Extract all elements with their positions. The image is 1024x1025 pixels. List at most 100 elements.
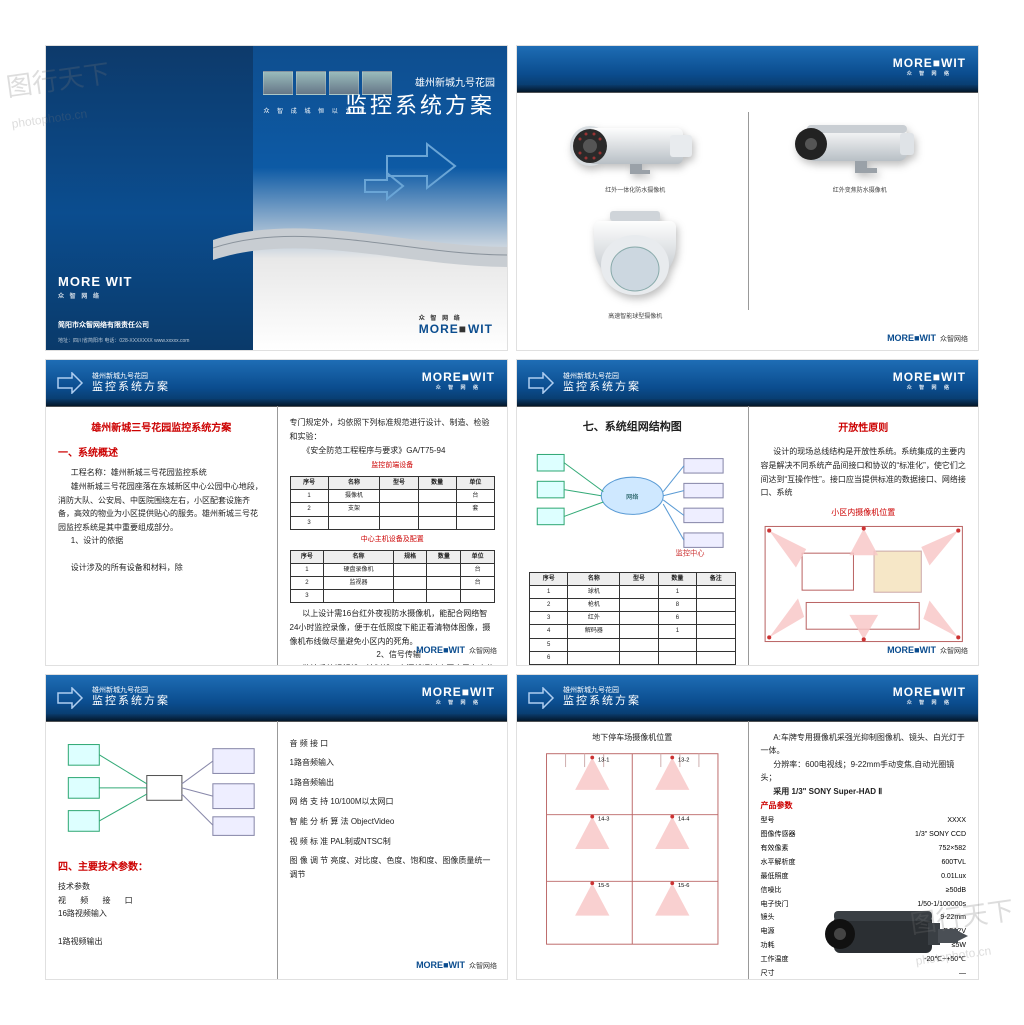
doc-title: 监控系统方案 [345,88,495,120]
floorplan-title: 地下停车场摄像机位置 [529,731,736,745]
swoosh-graphic [213,200,508,280]
doc-title: 雄州新城三号花园监控系统方案 [58,420,265,437]
camera-caption: 高速智能球型摄像机 [608,311,662,320]
page-techspec: 雄州新城九号花园监控系统方案 MORE■WIT众 智 网 络 四、主要技术参数：… [45,674,508,980]
column-divider [748,112,749,310]
paragraph: 雄州新城三号花园座落在东城新区中心公园中心地段，消防大队、公安局、中医院围绕左右… [58,480,265,534]
left-column: 七、系统组网结构图 网络 监控中心 序号 [517,406,748,664]
brand-sub: 众 智 网 络 [58,291,132,300]
svg-text:14-4: 14-4 [678,817,689,823]
spec-line: 16路视频输入 [58,907,265,921]
page-header: 雄州新城九号花园监控系统方案 MORE■WIT众 智 网 络 [517,675,978,721]
spec-line: 视 频 标 准 PAL制或NTSC制 [290,835,496,849]
project-line: 工程名称：雄州新城三号花园监控系统 [58,466,265,480]
page-header: MORE■WIT众 智 网 络 [517,46,978,92]
floorplan-title: 小区内摄像机位置 [761,506,967,520]
section-title: 一、系统概述 [58,445,265,462]
page-overview: 雄州新城九号花园 监控系统方案 MORE■WIT众 智 网 络 雄州新城三号花园… [45,359,508,665]
brand-footer-sub: 众 智 网 络 [419,313,493,322]
spec-line: 1路视频输出 [58,935,265,949]
spec-row: 信噪比≥50dB [761,884,967,898]
equipment-table-1: 序号名称型号数量单位1摄像机台2支架套3 [290,476,496,530]
footer-brand: MORE■WIT众智网络 [887,333,968,344]
spec-line: 音 频 接 口 [290,737,496,751]
page-network: 雄州新城九号花园监控系统方案 MORE■WIT众 智 网 络 七、系统组网结构图… [516,359,979,665]
left-column: 地下停车场摄像机位置 13-113-2 14- [517,721,748,979]
footer-brand: MORE■WIT众智网络 [416,643,497,658]
device-table: 序号名称型号数量备注1球机12枪机83红外64解码器156 [529,572,736,665]
arrow-icon [56,687,84,709]
spec-row: 图像传感器1/3" SONY CCD [761,828,967,842]
cover-left-panel: MORE WIT 众 智 网 络 简阳市众智网络有限责任公司 地址：四川省简阳市… [46,46,253,350]
page-parking: 雄州新城九号花园监控系统方案 MORE■WIT众 智 网 络 地下停车场摄像机位… [516,674,979,980]
svg-text:15-6: 15-6 [678,883,689,889]
camera-bullet-1: 红外一体化防水摄像机 [527,106,744,199]
spec-row: 最低照度0.01Lux [761,870,967,884]
arrow-icon [527,687,555,709]
section-title: 开放性原则 [761,420,967,437]
header-text: 雄州新城九号花园 监控系统方案 [92,373,170,395]
spec-line: 视 频 接 口 [58,894,265,908]
company-name: 简阳市众智网络有限责任公司 [58,320,149,330]
spec-row: 水平解析度600TVL [761,856,967,870]
page-header: 雄州新城九号花园 监控系统方案 MORE■WIT众 智 网 络 [46,360,507,406]
arrow-icon [527,372,555,394]
spec-line: 智 能 分 析 算 法 ObjectVideo [290,815,496,829]
section-title: 四、主要技术参数： [58,859,265,876]
paragraph: 设计涉及的所有设备和材料，除 [58,561,265,575]
svg-text:网络: 网络 [626,493,638,501]
svg-text:14-3: 14-3 [598,817,609,823]
footer-brand: MORE■WIT众智网络 [416,958,497,973]
diagram-caption: 监控中心 [676,549,705,558]
brand-logo: MORE WIT 众 智 网 络 [58,274,132,300]
camera-caption: 红外变焦防水摄像机 [833,185,887,194]
table-title: 中心主机设备及配置 [290,534,496,546]
spec-row: 型号XXXX [761,814,967,828]
header-brand: MORE■WIT众 智 网 络 [422,370,495,391]
paragraph: 监控系统视频线、控制线、电源线通过小区内已有电信管道进入监控中心 [290,662,496,666]
system-diagram [58,731,265,851]
equipment-table-2: 序号名称规格数量单位1硬盘录像机台2监视器台3 [290,550,496,604]
section-title: 七、系统组网结构图 [529,418,736,437]
project-name: 雄州新城九号花园 [415,74,495,89]
network-diagram: 网络 监控中心 [529,443,736,563]
svg-text:13-2: 13-2 [678,758,689,764]
left-column: 四、主要技术参数： 技术参数 视 频 接 口 16路视频输入 1路视频输出 [46,721,277,979]
right-column: 音 频 接 口1路音频输入1路音频输出网 络 支 持 10/100M以太网口智 … [277,721,508,979]
svg-text:13-1: 13-1 [598,758,609,764]
right-column: 专门规定外，均依照下列标准规范进行设计、制造、检验和实验： 《安全防范工程程序与… [277,406,508,664]
paragraph: 采用 1/3" SONY Super-HAD Ⅱ [761,785,967,799]
standard-ref: 《安全防范工程程序与要求》GA/T75-94 [290,444,496,458]
spec-line: 图 像 调 节 亮度、对比度、色度、饱和度、图像质量统一调节 [290,854,496,881]
lpr-camera [820,901,970,971]
page-products: MORE■WIT众 智 网 络 红外一体化防水摄像机 [516,45,979,351]
spec-line: 1路音频输入 [290,756,496,770]
page-header: 雄州新城九号花园监控系统方案 MORE■WIT众 智 网 络 [46,675,507,721]
spec-line: 1路音频输出 [290,776,496,790]
floorplan-diagram [761,519,967,649]
svg-text:15-5: 15-5 [598,883,609,889]
brand-footer: 众 智 网 络 MORE■WIT [419,313,493,336]
parking-floorplan: 13-1 13-2 14-3 14-4 15-5 15-6 [529,748,736,948]
page-header: 雄州新城九号花园监控系统方案 MORE■WIT众 智 网 络 [517,360,978,406]
camera-caption: 红外一体化防水摄像机 [605,185,665,194]
page-cover: MORE WIT 众 智 网 络 简阳市众智网络有限责任公司 地址：四川省简阳市… [45,45,508,351]
brand-name: MORE WIT [58,274,132,289]
paragraph: 设计的现场总线结构是开放性系统。系统集成的主要内容是解决不同系统产品间接口和协议… [761,445,967,499]
camera-dome: 高速智能球型摄像机 [527,207,744,320]
right-column: A:车牌专用摄像机采强光抑制图像机、镜头、白光灯于一体。 分辨率：600电视线；… [748,721,979,979]
paragraph: A:车牌专用摄像机采强光抑制图像机、镜头、白光灯于一体。 [761,731,967,758]
left-column: 雄州新城三号花园监控系统方案 一、系统概述 工程名称：雄州新城三号花园监控系统 … [46,406,277,664]
paragraph: 分辨率：600电视线；9-22mm手动变焦,自动光圈镜头； [761,758,967,785]
camera-bullet-2: 红外变焦防水摄像机 [752,106,969,199]
subheading: 1、设计的依据 [58,534,265,548]
table-title: 监控前端设备 [290,460,496,472]
footer-brand: MORE■WIT众智网络 [887,643,968,658]
company-address: 地址：四川省简阳市 电话：028-XXXXXXX www.xxxxx.com [58,338,189,345]
paragraph: 专门规定外，均依照下列标准规范进行设计、制造、检验和实验： [290,416,496,443]
brochure-grid: MORE WIT 众 智 网 络 简阳市众智网络有限责任公司 地址：四川省简阳市… [0,0,1024,1025]
spec-row: 有效像素752×582 [761,842,967,856]
header-brand: MORE■WIT众 智 网 络 [893,56,966,77]
arrow-icon [56,372,84,394]
product-params-title: 产品参数 [761,799,967,813]
